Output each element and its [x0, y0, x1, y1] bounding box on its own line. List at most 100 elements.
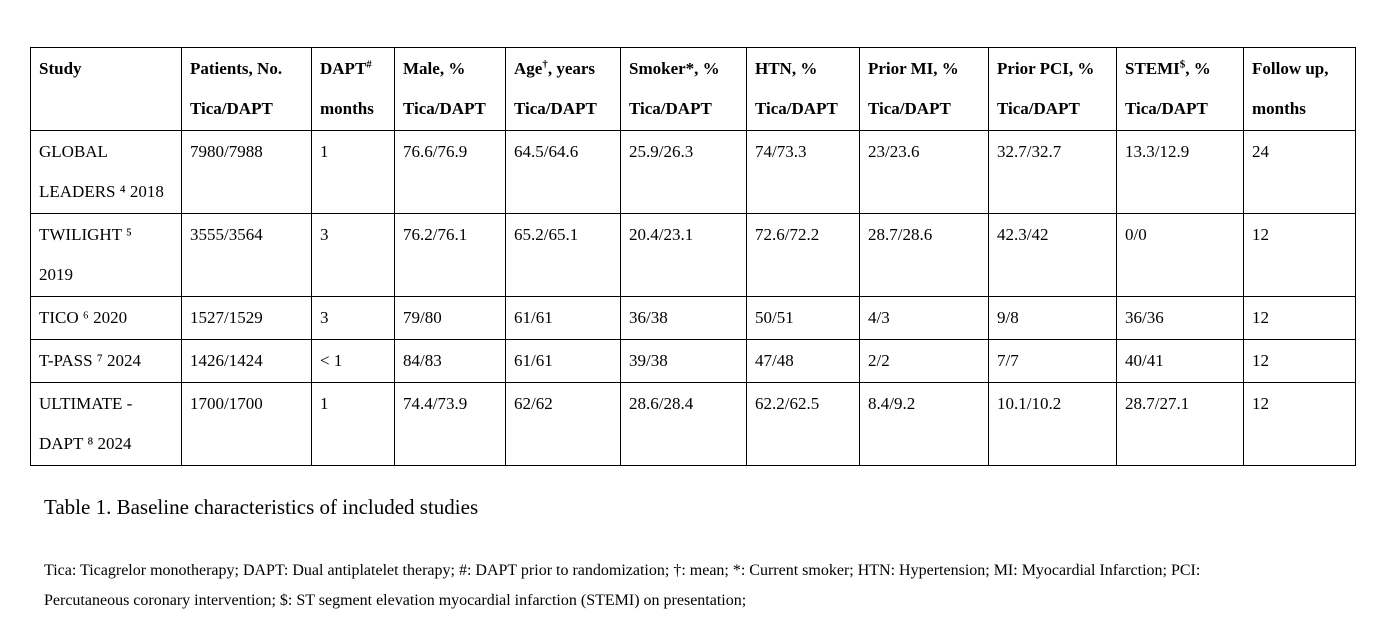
- study-cell: T-PASS ⁷ 2024: [30, 339, 182, 383]
- table-cell: 1: [311, 130, 395, 214]
- study-cell: TWILIGHT ⁵ 2019: [30, 213, 182, 297]
- table-caption: Table 1. Baseline characteristics of inc…: [44, 495, 479, 519]
- table-cell: 74.4/73.9: [394, 382, 506, 466]
- header-line2: Tica/DAPT: [403, 99, 486, 118]
- table-cell: 74/73.3: [746, 130, 860, 214]
- header-superscript: †: [542, 58, 548, 71]
- footnote-line1: Tica: Ticagrelor monotherapy; DAPT: Dual…: [44, 562, 1201, 579]
- table-cell: 47/48: [746, 339, 860, 383]
- table-cell: 72.6/72.2: [746, 213, 860, 297]
- table-cell: 20.4/23.1: [620, 213, 747, 297]
- table-cell: 1700/1700: [181, 382, 312, 466]
- header-text: Follow up,: [1252, 59, 1329, 78]
- table-cell: 12: [1243, 213, 1356, 297]
- table-cell: 28.7/28.6: [859, 213, 989, 297]
- header-line2: Tica/DAPT: [755, 99, 838, 118]
- column-header-study: Study: [30, 47, 182, 131]
- table-footnote: Tica: Ticagrelor monotherapy; DAPT: Dual…: [44, 556, 1200, 616]
- baseline-characteristics-table: Study Patients, No. Tica/DAPT DAPT# mont…: [30, 47, 1356, 466]
- header-line1: Prior MI, %: [868, 49, 984, 89]
- table-cell: 62.2/62.5: [746, 382, 860, 466]
- table-cell: 61/61: [505, 339, 621, 383]
- table-cell: 28.7/27.1: [1116, 382, 1244, 466]
- table-cell: 65.2/65.1: [505, 213, 621, 297]
- header-text: Age: [514, 59, 543, 78]
- column-header-prior-mi: Prior MI, % Tica/DAPT: [859, 47, 989, 131]
- header-line2: [39, 89, 177, 129]
- header-line2: Tica/DAPT: [514, 99, 597, 118]
- table-cell: 36/38: [620, 296, 747, 340]
- table-row-ultimate-dapt: ULTIMATE - DAPT ⁸ 2024 1700/1700 1 74.4/…: [30, 382, 1356, 466]
- table-cell: 79/80: [394, 296, 506, 340]
- header-text: Male, %: [403, 59, 466, 78]
- table-cell: 8.4/9.2: [859, 382, 989, 466]
- header-text: , %: [1185, 59, 1211, 78]
- header-line1: Smoker*, %: [629, 49, 742, 89]
- table-cell: 36/36: [1116, 296, 1244, 340]
- table-cell: 3: [311, 213, 395, 297]
- table-cell: 25.9/26.3: [620, 130, 747, 214]
- table-cell: 1527/1529: [181, 296, 312, 340]
- table-cell: 1426/1424: [181, 339, 312, 383]
- header-line2: months: [1252, 99, 1306, 118]
- table-cell: 3: [311, 296, 395, 340]
- column-header-prior-pci: Prior PCI, % Tica/DAPT: [988, 47, 1117, 131]
- study-cell: ULTIMATE - DAPT ⁸ 2024: [30, 382, 182, 466]
- table-cell: 42.3/42: [988, 213, 1117, 297]
- header-line1: STEMI$, %: [1125, 49, 1239, 89]
- column-header-age: Age†, years Tica/DAPT: [505, 47, 621, 131]
- header-text: DAPT: [320, 59, 367, 78]
- table-cell: 9/8: [988, 296, 1117, 340]
- table-row-twilight: TWILIGHT ⁵ 2019 3555/3564 3 76.2/76.1 65…: [30, 213, 1356, 297]
- header-text: Smoker*, %: [629, 59, 720, 78]
- header-line1: Age†, years: [514, 49, 616, 89]
- table-cell: 64.5/64.6: [505, 130, 621, 214]
- table-row-tico: TICO ⁶ 2020 1527/1529 3 79/80 61/61 36/3…: [30, 296, 1356, 340]
- header-text: HTN, %: [755, 59, 818, 78]
- table-cell: 13.3/12.9: [1116, 130, 1244, 214]
- table-cell: 12: [1243, 296, 1356, 340]
- table-cell: 40/41: [1116, 339, 1244, 383]
- column-header-dapt-months: DAPT# months: [311, 47, 395, 131]
- table-cell: 84/83: [394, 339, 506, 383]
- header-superscript: $: [1179, 58, 1186, 71]
- header-line2: months: [320, 99, 374, 118]
- table-cell: 4/3: [859, 296, 989, 340]
- header-text: Study: [39, 59, 82, 78]
- table-cell: < 1: [311, 339, 395, 383]
- table-cell: 28.6/28.4: [620, 382, 747, 466]
- column-header-stemi: STEMI$, % Tica/DAPT: [1116, 47, 1244, 131]
- table-cell: 0/0: [1116, 213, 1244, 297]
- table-cell: 3555/3564: [181, 213, 312, 297]
- header-text: Prior MI, %: [868, 59, 959, 78]
- table-cell: 2/2: [859, 339, 989, 383]
- table-cell: 50/51: [746, 296, 860, 340]
- header-line1: Study: [39, 49, 177, 89]
- header-line2: Tica/DAPT: [190, 99, 273, 118]
- table-cell: 32.7/32.7: [988, 130, 1117, 214]
- table-cell: 23/23.6: [859, 130, 989, 214]
- table-row-t-pass: T-PASS ⁷ 2024 1426/1424 < 1 84/83 61/61 …: [30, 339, 1356, 383]
- table-cell: 62/62: [505, 382, 621, 466]
- table-cell: 76.2/76.1: [394, 213, 506, 297]
- column-header-male: Male, % Tica/DAPT: [394, 47, 506, 131]
- header-line1: DAPT#: [320, 49, 390, 89]
- footnote-line2: Percutaneous coronary intervention; $: S…: [44, 592, 747, 609]
- header-line2: Tica/DAPT: [997, 99, 1080, 118]
- table-cell: 76.6/76.9: [394, 130, 506, 214]
- header-text: Patients, No.: [190, 59, 283, 78]
- table-cell: 10.1/10.2: [988, 382, 1117, 466]
- table-cell: 12: [1243, 339, 1356, 383]
- table-cell: 12: [1243, 382, 1356, 466]
- header-row: Study Patients, No. Tica/DAPT DAPT# mont…: [30, 47, 1356, 131]
- header-text: Prior PCI, %: [997, 59, 1095, 78]
- table-cell: 39/38: [620, 339, 747, 383]
- study-cell: GLOBAL LEADERS ⁴ 2018: [30, 130, 182, 214]
- study-cell: TICO ⁶ 2020: [30, 296, 182, 340]
- header-line1: Patients, No.: [190, 49, 307, 89]
- table-row-global-leaders: GLOBAL LEADERS ⁴ 2018 7980/7988 1 76.6/7…: [30, 130, 1356, 214]
- table-cell: 7/7: [988, 339, 1117, 383]
- column-header-patients: Patients, No. Tica/DAPT: [181, 47, 312, 131]
- header-line1: Male, %: [403, 49, 501, 89]
- table-cell: 1: [311, 382, 395, 466]
